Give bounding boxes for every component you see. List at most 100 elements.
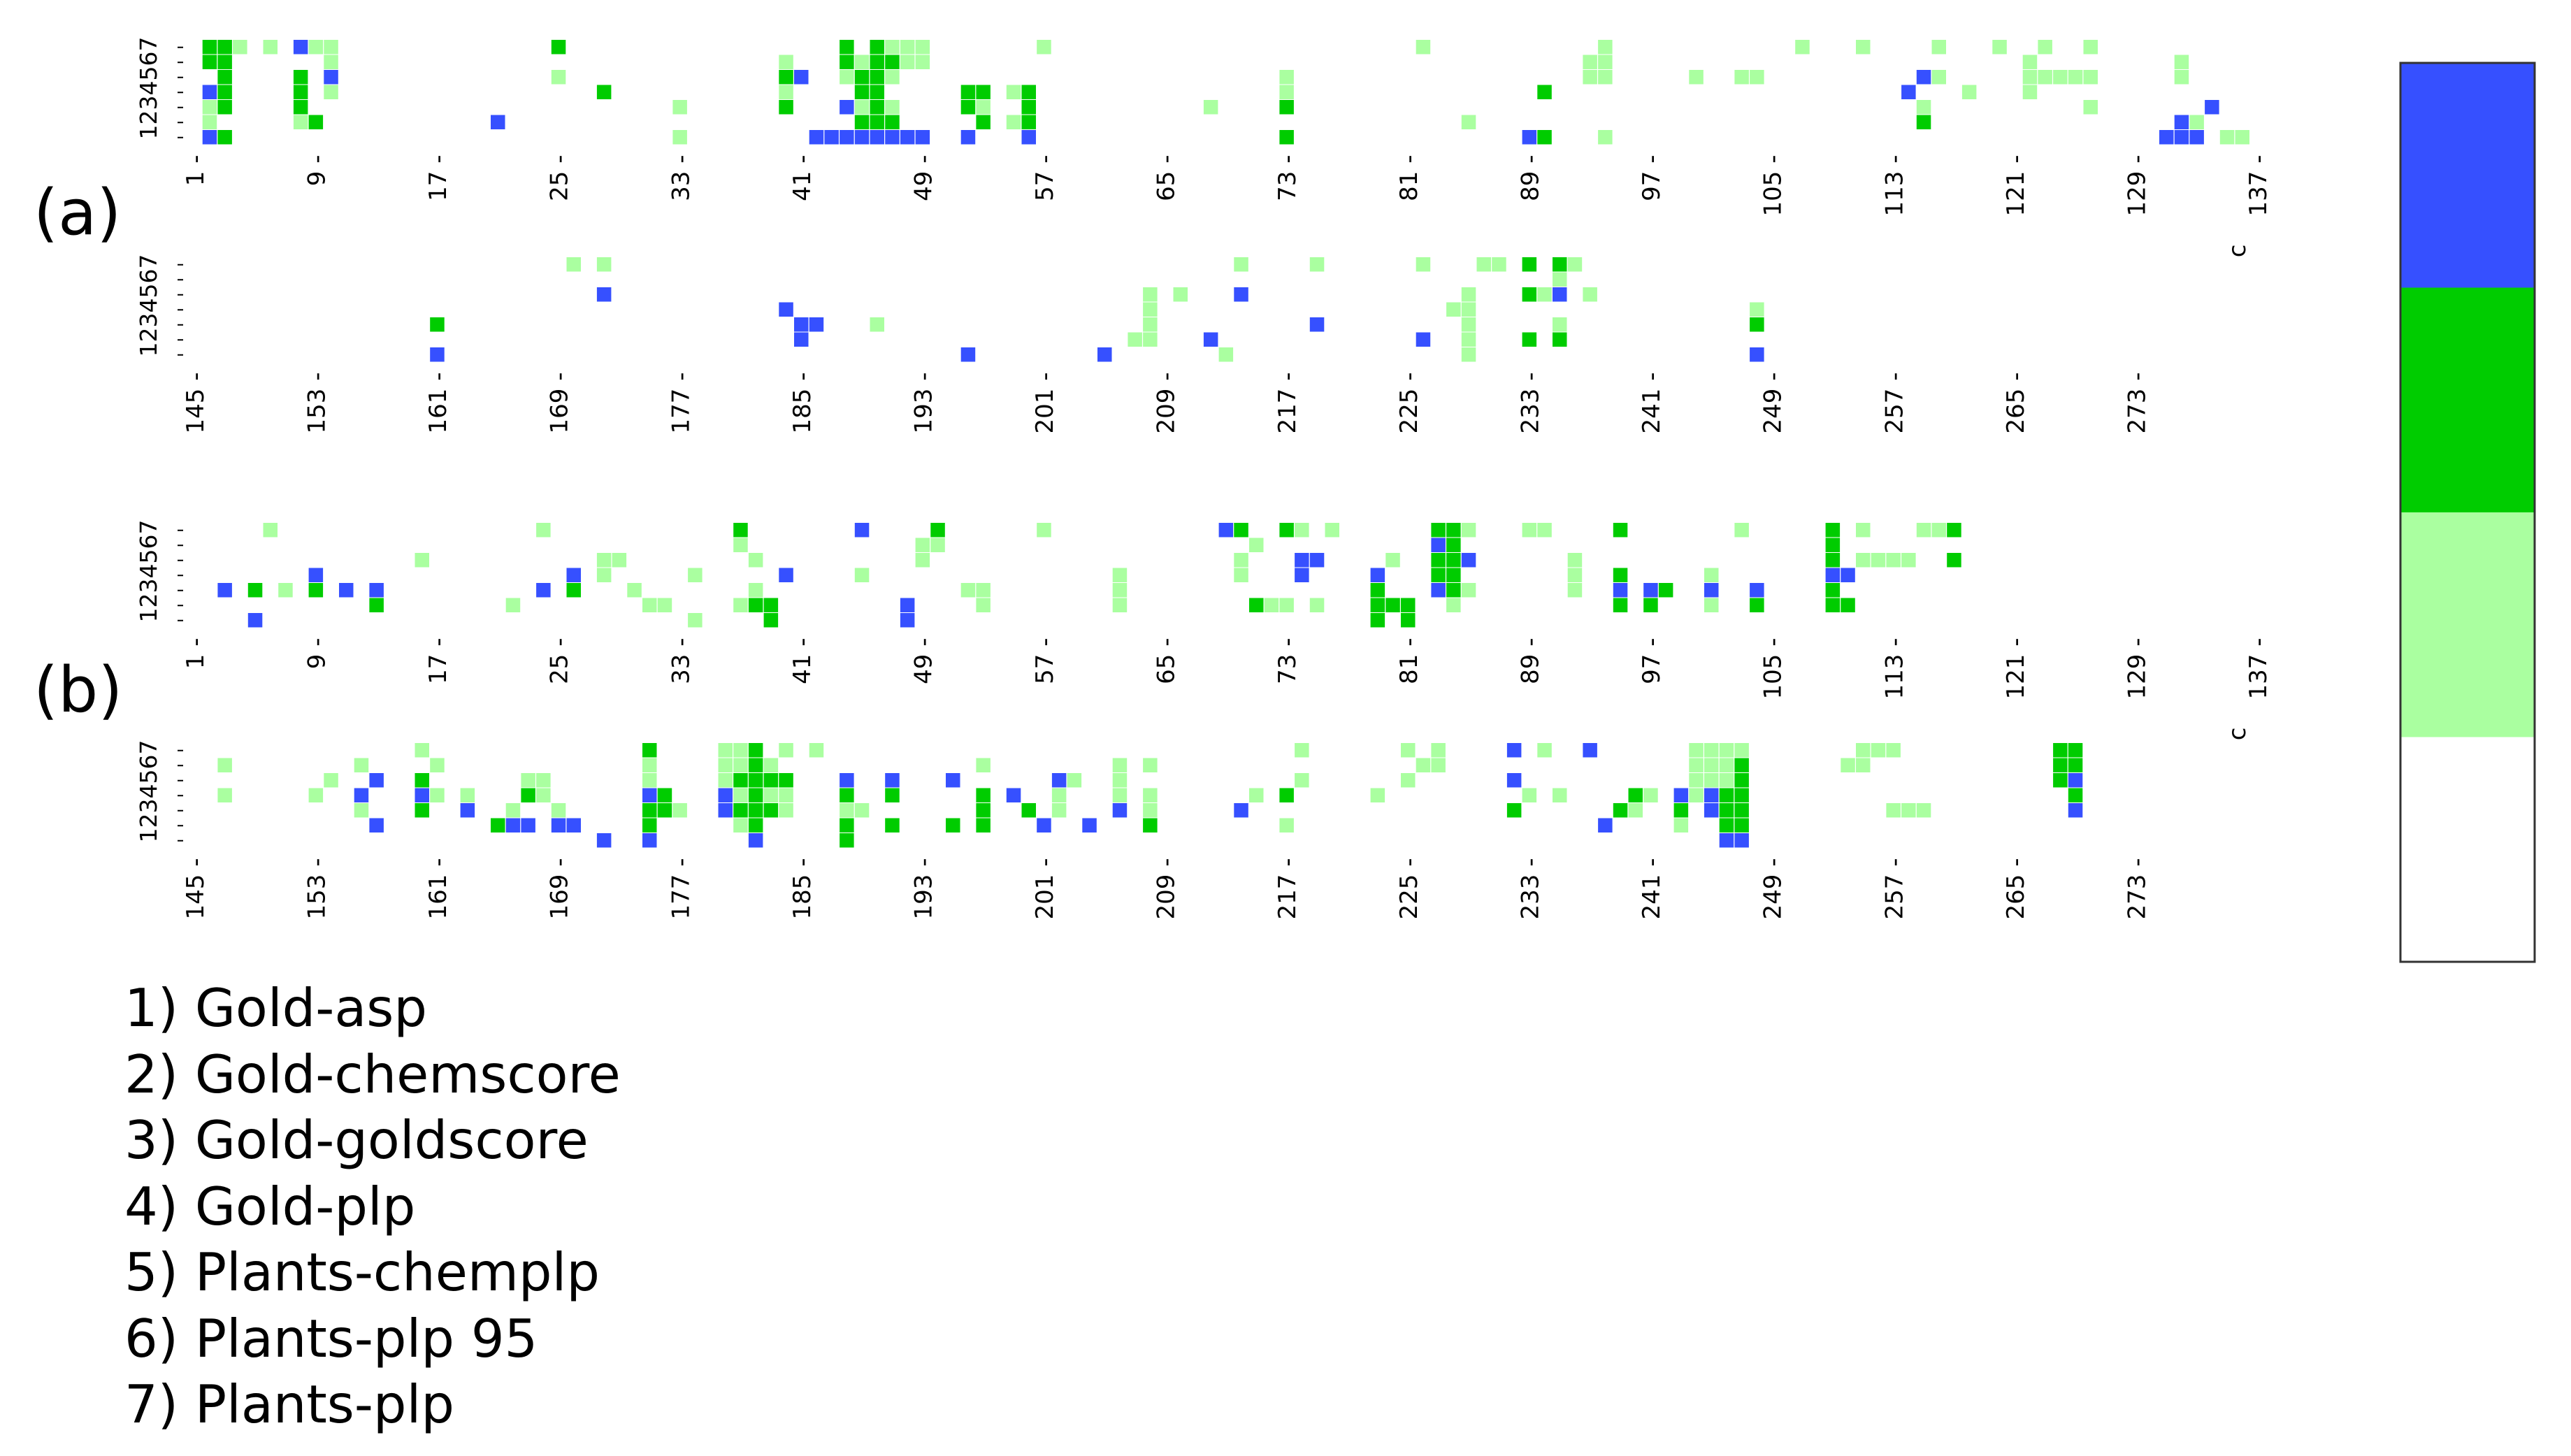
heatmap-cell — [733, 803, 748, 818]
x-tick-label: 17 - — [424, 638, 452, 684]
heatmap-cell — [1704, 598, 1719, 612]
heatmap-cell — [1051, 803, 1067, 818]
heatmap-cell — [308, 40, 324, 55]
x-tick-label: 1 - — [182, 638, 210, 670]
heatmap-cell — [1553, 317, 1567, 332]
heatmap-cell — [960, 130, 976, 145]
heatmap-cell — [1279, 818, 1294, 832]
heatmap-cell — [551, 40, 566, 55]
heatmap-cell — [430, 347, 445, 362]
heatmap-cell — [976, 818, 991, 832]
heatmap-cell — [672, 130, 687, 145]
heatmap-cell — [1567, 583, 1583, 598]
heatmap-cell — [1309, 553, 1325, 568]
heatmap-cell — [1704, 743, 1719, 758]
x-tick-label: 233 - — [1516, 373, 1544, 434]
heatmap-cell — [278, 583, 293, 598]
heatmap-cell — [1309, 257, 1325, 272]
heatmap-cell — [1234, 568, 1248, 582]
heatmap-cell — [2053, 70, 2068, 85]
heatmap-cell — [1506, 743, 1522, 758]
heatmap-cell — [1112, 758, 1128, 772]
heatmap-cell — [1461, 317, 1476, 332]
heatmap-cell — [885, 100, 900, 115]
heatmap-cell — [1947, 523, 1961, 538]
heatmap-cell — [718, 773, 733, 788]
heatmap-cell — [293, 115, 308, 129]
x-tick-label: 273 - — [2123, 373, 2151, 434]
x-tick-label: 121 - — [2002, 155, 2030, 217]
heatmap-cell — [1537, 130, 1552, 145]
heatmap-cell — [1416, 257, 1431, 272]
heatmap-cell — [1431, 758, 1446, 772]
heatmap-cell — [1067, 773, 1082, 788]
heatmap-cell — [202, 85, 217, 99]
x-tick-label: 17 - — [424, 155, 452, 201]
heatmap-cell — [293, 85, 308, 99]
heatmap-cell — [1401, 598, 1416, 612]
heatmap-cell — [870, 130, 884, 145]
heatmap-cell — [1128, 332, 1142, 347]
heatmap-cell — [247, 613, 263, 628]
heatmap-cell — [596, 287, 612, 302]
heatmap-cell — [1719, 818, 1734, 832]
heatmap-cell — [840, 773, 854, 788]
heatmap-cell — [763, 773, 779, 788]
heatmap-cell — [1886, 553, 1901, 568]
heatmap-cell — [1734, 743, 1749, 758]
heatmap-cell — [1143, 302, 1158, 317]
heatmap-cell — [2053, 773, 2068, 788]
x-tick-label: 225 - — [1395, 373, 1423, 434]
heatmap-cell — [293, 100, 308, 115]
heatmap-cell — [1598, 40, 1613, 55]
heatmap-cell — [354, 758, 369, 772]
heatmap-cell — [1401, 773, 1416, 788]
heatmap-cell — [1795, 40, 1810, 55]
heatmap-cell — [1416, 332, 1431, 347]
colorbar-segment — [2400, 512, 2535, 737]
colorbar-frame — [2399, 62, 2536, 963]
heatmap-cell — [1006, 115, 1021, 129]
heatmap-cell — [976, 803, 991, 818]
panel-label-a: (a) — [34, 176, 121, 250]
row-tick-labels: 1234567 — [135, 740, 162, 843]
heatmap-cell — [1689, 70, 1704, 85]
x-tick-label: 273 - — [2123, 858, 2151, 920]
heatmap-cell — [1295, 568, 1309, 582]
heatmap-cell — [854, 523, 870, 538]
heatmap-cell — [551, 803, 566, 818]
heatmap-cell — [976, 583, 991, 598]
heatmap-cell — [946, 818, 960, 832]
heatmap-cell — [840, 70, 854, 85]
heatmap-cell — [1704, 758, 1719, 772]
heatmap-cell — [1234, 553, 1248, 568]
heatmap-cell — [1416, 40, 1431, 55]
heatmap-cell — [1931, 70, 1946, 85]
heatmap-cell — [748, 758, 763, 772]
heatmap-cell — [217, 70, 232, 85]
heatmap-cell — [1825, 523, 1841, 538]
x-tick-label: 257 - — [1880, 858, 1908, 920]
heatmap-cell — [1856, 523, 1871, 538]
heatmap-cell — [2174, 115, 2189, 129]
heatmap-cell — [1506, 773, 1522, 788]
heatmap-cell — [960, 347, 976, 362]
heatmap-cell — [596, 833, 612, 848]
heatmap-cell — [870, 317, 884, 332]
heatmap-cell — [1431, 583, 1446, 598]
x-tick-label: 33 - — [667, 155, 695, 201]
heatmap-cell — [415, 803, 429, 818]
heatmap-cell — [688, 613, 703, 628]
heatmap-cell — [733, 788, 748, 802]
heatmap-cell — [976, 115, 991, 129]
heatmap-cell — [1279, 788, 1294, 802]
heatmap-cell — [1309, 598, 1325, 612]
heatmap-cell — [779, 743, 793, 758]
heatmap-cell — [1567, 568, 1583, 582]
heatmap-cell — [1203, 332, 1218, 347]
heatmap-cell — [2022, 55, 2038, 69]
x-tick-label: 177 - — [667, 373, 695, 434]
heatmap-cell — [657, 598, 672, 612]
heatmap-cell — [1613, 568, 1628, 582]
heatmap-cell — [293, 70, 308, 85]
